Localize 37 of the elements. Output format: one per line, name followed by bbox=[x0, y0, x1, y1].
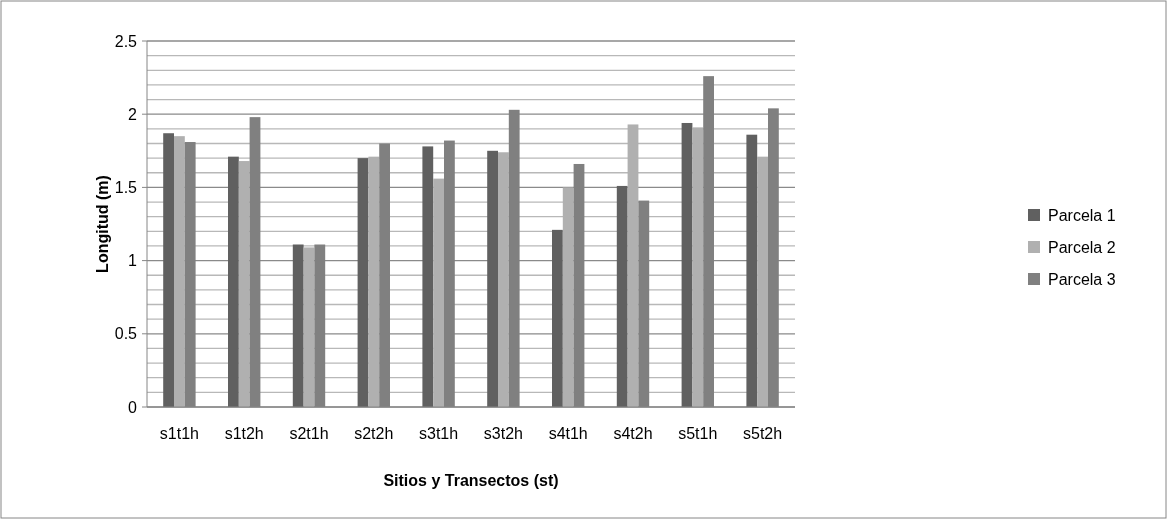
legend-label: Parcela 3 bbox=[1048, 270, 1116, 288]
x-tick-label: s1t2h bbox=[224, 425, 264, 442]
x-tick-label: s3t2h bbox=[483, 425, 523, 442]
bar bbox=[746, 134, 758, 407]
x-tick-label: s4t2h bbox=[613, 425, 653, 442]
x-tick-label: s5t2h bbox=[743, 425, 783, 442]
x-tick-label: s5t1h bbox=[678, 425, 718, 442]
y-axis-title: Longitud (m) bbox=[94, 175, 111, 273]
x-tick-label: s1t1h bbox=[159, 425, 199, 442]
bar bbox=[433, 178, 444, 407]
bar bbox=[616, 185, 628, 407]
bar bbox=[174, 136, 185, 407]
bar bbox=[487, 150, 498, 407]
legend-label: Parcela 2 bbox=[1048, 238, 1116, 256]
bar bbox=[292, 244, 304, 407]
bar bbox=[757, 156, 768, 407]
bar bbox=[552, 229, 563, 407]
bar bbox=[357, 158, 369, 407]
legend-label: Parcela 1 bbox=[1048, 206, 1116, 224]
x-axis-title: Sitios y Transectos (st) bbox=[383, 472, 559, 489]
bar bbox=[228, 156, 239, 407]
x-tick-label: s3t1h bbox=[419, 425, 459, 442]
y-tick-label: 1.5 bbox=[114, 179, 138, 196]
bar bbox=[238, 161, 250, 407]
y-tick-label: 2 bbox=[128, 105, 138, 123]
x-tick-label: s2t1h bbox=[289, 425, 329, 442]
bar bbox=[498, 152, 509, 407]
y-tick-label: 2.5 bbox=[114, 32, 138, 50]
x-tick-label: s4t1h bbox=[548, 425, 588, 442]
bar bbox=[692, 127, 704, 407]
y-tick-label: 0.5 bbox=[114, 325, 138, 343]
bar bbox=[422, 146, 434, 407]
x-tick-label: s2t2h bbox=[354, 425, 394, 442]
bar bbox=[681, 122, 693, 407]
y-tick-label: 1 bbox=[128, 252, 138, 270]
y-tick-label: 0 bbox=[128, 398, 138, 416]
bar bbox=[163, 133, 174, 407]
